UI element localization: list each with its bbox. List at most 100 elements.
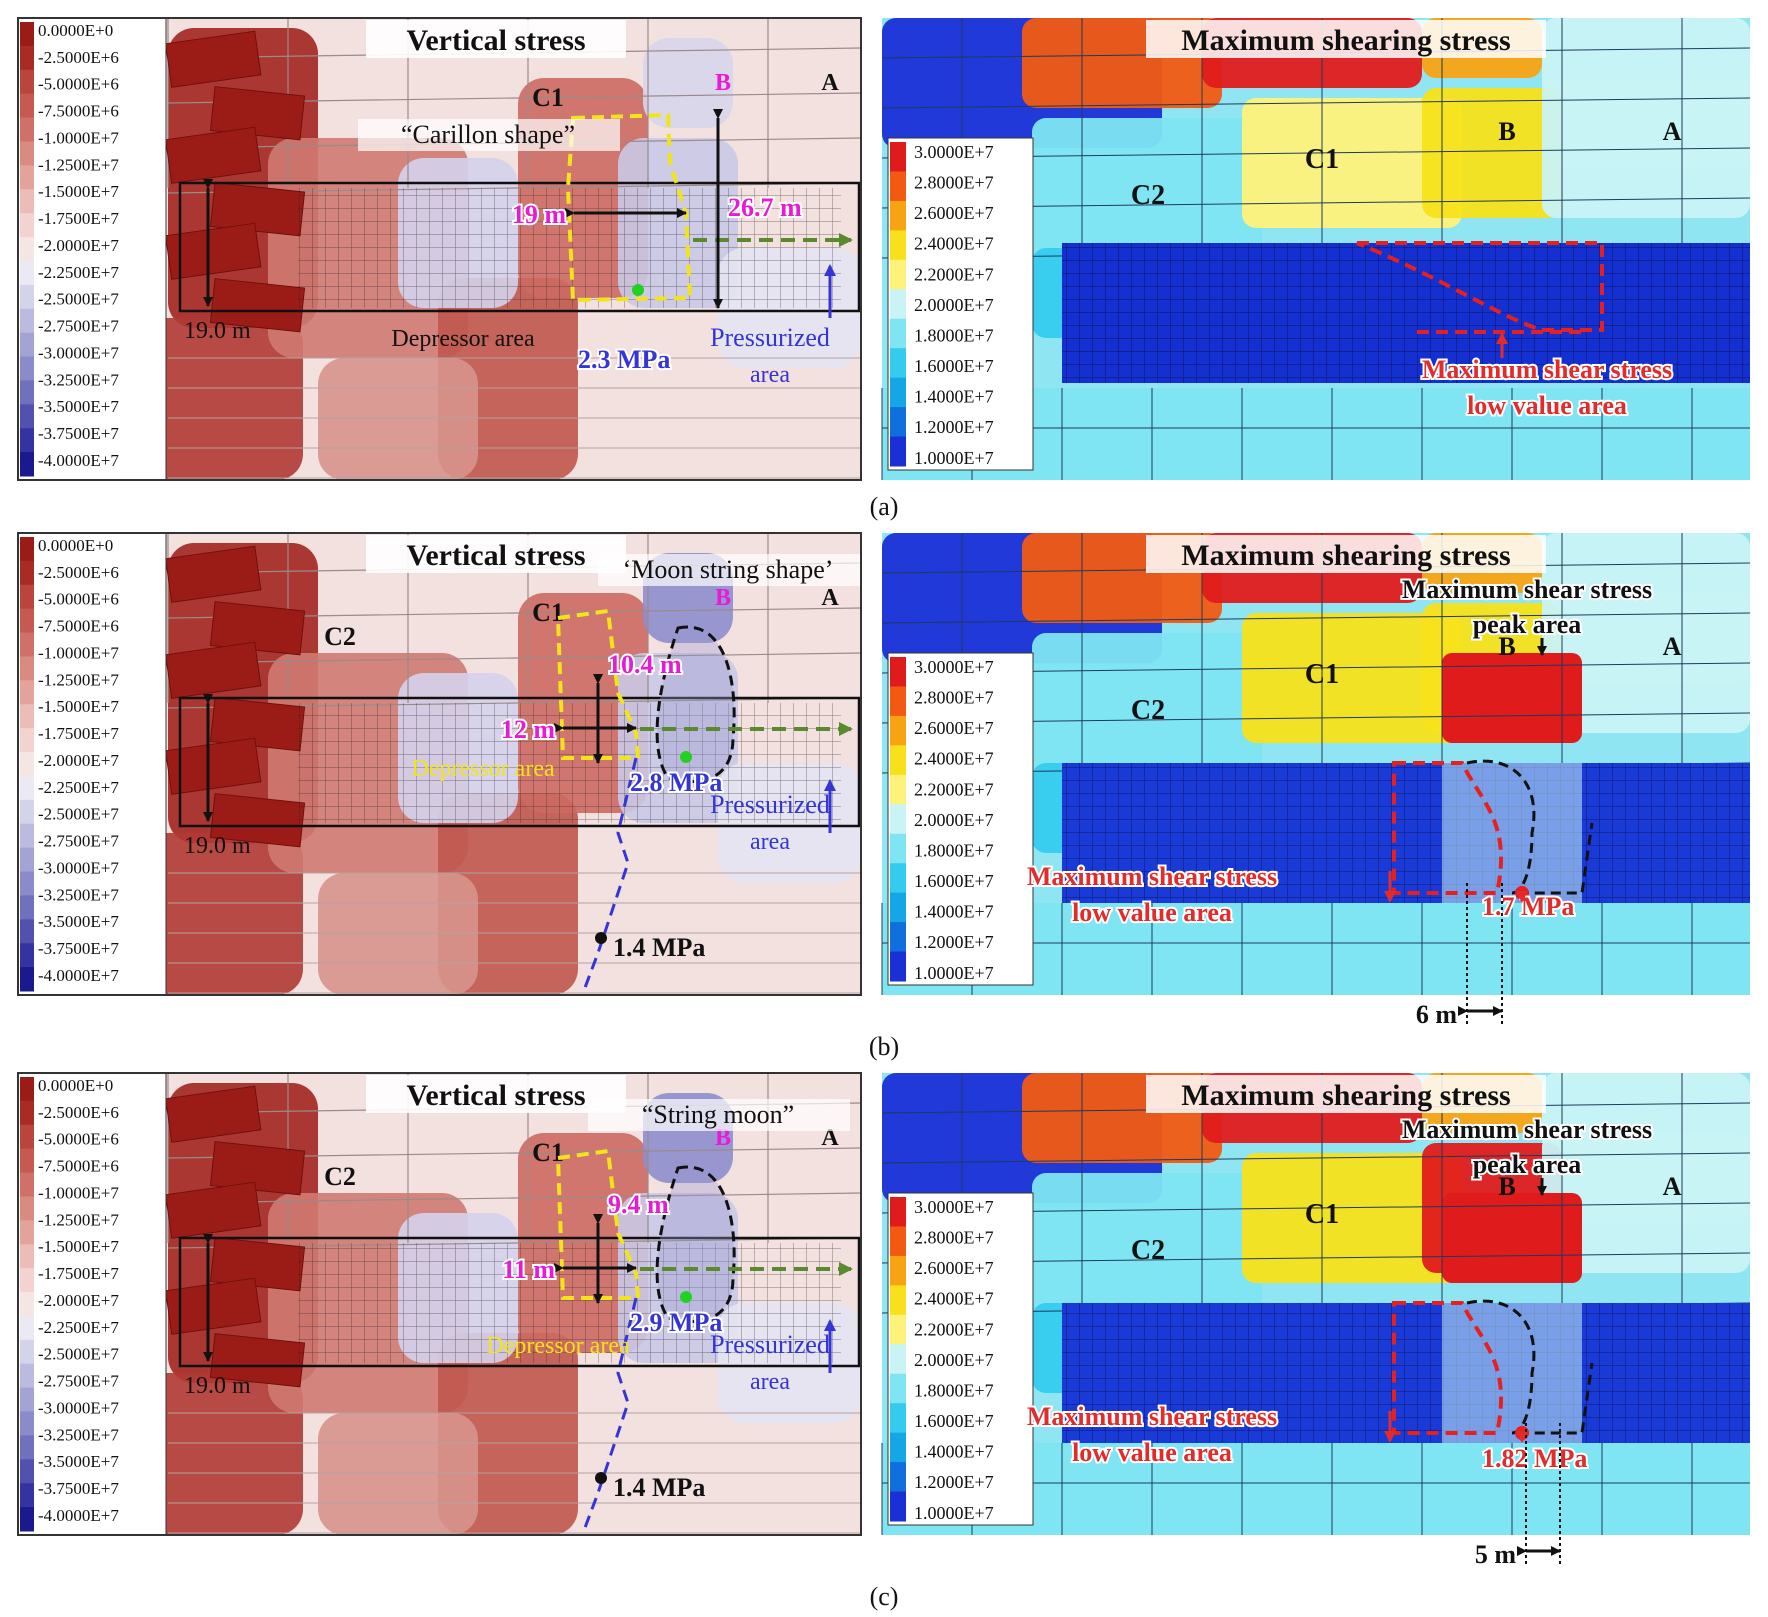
legend-swatch — [20, 895, 34, 920]
legend-swatch — [890, 1403, 906, 1434]
legend-swatch — [890, 289, 906, 320]
legend-swatch — [20, 752, 34, 777]
legend-tick-label: 3.0000E+7 — [914, 142, 994, 162]
legend-tick-label: -1.5000E+7 — [38, 182, 119, 201]
zone-c1-label: C1 — [1305, 659, 1339, 690]
collapsed-block — [165, 1181, 262, 1239]
pressure-trace — [581, 757, 638, 994]
zone-c1-label: C1 — [532, 83, 564, 112]
shape-label: “Carillon shape” — [401, 120, 575, 149]
seam-height-label: 19.0 m — [184, 1373, 251, 1399]
legend-swatch — [20, 1459, 34, 1484]
legend-tick-label: 1.6000E+7 — [914, 871, 994, 891]
pressure-label: 2.9 MPa — [630, 1308, 722, 1337]
shear-stress-panel-2: 3.0000E+7 2.8000E+7 2.6000E+7 2.4000E+7 2.20… — [881, 1073, 1751, 1535]
legend-swatch — [20, 1172, 34, 1197]
legend-swatch — [890, 1344, 906, 1375]
pressurized-label-2: area — [750, 362, 790, 388]
legend-swatch — [890, 1462, 906, 1493]
title-box — [366, 535, 626, 573]
shear-peak-region — [1442, 1193, 1582, 1283]
seam-height-label: 19.0 m — [184, 318, 251, 344]
block-edge — [881, 612, 1751, 624]
pressure-label: 2.3 MPa — [578, 345, 670, 374]
legend-swatch — [20, 1244, 34, 1269]
low-value-label-2: low value area — [1467, 391, 1627, 420]
legend-tick-label: -3.2500E+7 — [38, 370, 119, 389]
legend-swatch — [890, 804, 906, 835]
legend-tick-label: -5.0000E+6 — [38, 1130, 119, 1149]
legend-tick-label: -5.0000E+6 — [38, 590, 119, 609]
legend-swatch — [890, 230, 906, 261]
panel-title-shear: Maximum shearing stress — [1181, 24, 1510, 57]
zone-b-label: B — [1498, 117, 1515, 146]
legend-swatch — [20, 656, 34, 681]
seam-height-label: 19.0 m — [184, 833, 251, 859]
pressure-label: 2.8 MPa — [630, 768, 722, 797]
legend-tick-label: 2.6000E+7 — [914, 203, 994, 223]
low-value-outline — [1392, 761, 1503, 895]
zone-c1-label: C1 — [1305, 1199, 1339, 1230]
legend-tick-label: -5.0000E+6 — [38, 75, 119, 94]
legend-swatch — [20, 45, 34, 71]
distance-label: 5 m — [1475, 1540, 1517, 1569]
legend-tick-label: -3.0000E+7 — [38, 343, 119, 362]
zone-a-label: A — [821, 70, 839, 96]
seam-mesh — [1062, 763, 1750, 903]
title-box — [1146, 20, 1546, 58]
legend-tick-label: -2.7500E+7 — [38, 1372, 119, 1391]
legend-swatch — [890, 745, 906, 776]
stress-region — [318, 358, 478, 480]
shape-label-box — [358, 119, 620, 151]
caption-c: (c) — [869, 1582, 899, 1611]
legend-tick-label: -3.0000E+7 — [38, 858, 119, 877]
shear-region — [1542, 78, 1750, 218]
legend-tick-label: 2.0000E+7 — [914, 810, 994, 830]
legend-swatch — [890, 1491, 906, 1522]
legend-tick-label: -4.0000E+7 — [38, 451, 119, 470]
zone-c2-label: C2 — [324, 1162, 356, 1191]
legend-swatch — [20, 332, 34, 358]
legend-swatch — [20, 1268, 34, 1293]
legend-swatch — [890, 377, 906, 408]
zone-b-label: B — [1498, 632, 1515, 661]
legend-tick-label: -1.5000E+7 — [38, 1237, 119, 1256]
legend-tick-label: -3.5000E+7 — [38, 397, 119, 416]
legend-tick-label: 1.0000E+7 — [914, 963, 994, 983]
legend-tick-label: 2.2000E+7 — [914, 779, 994, 799]
width-label: 11 m — [502, 1255, 555, 1284]
stress-region — [643, 38, 733, 128]
zone-a-label: A — [821, 585, 839, 611]
legend-swatch — [20, 428, 34, 453]
width-label: 12 m — [501, 715, 556, 744]
peak-area-label: Maximum shear stress — [1402, 1115, 1652, 1144]
legend-swatch — [20, 69, 34, 95]
legend-tick-label: -2.5000E+7 — [38, 290, 119, 309]
legend-tick-label: -3.7500E+7 — [38, 424, 119, 443]
moon-outline — [655, 625, 736, 784]
coal-seam-frame — [178, 696, 861, 828]
legend-tick-label: -1.7500E+7 — [38, 209, 119, 228]
panel-title-vertical: Vertical stress — [406, 539, 585, 572]
collapsed-block — [165, 1085, 262, 1143]
pressure-point — [632, 284, 644, 296]
legend-swatch — [890, 318, 906, 349]
legend-tick-label: 1.6000E+7 — [914, 356, 994, 376]
title-box — [1146, 535, 1546, 573]
depressor-outline — [555, 1148, 641, 1300]
legend-swatch — [890, 1226, 906, 1257]
pressure-point — [595, 1472, 607, 1484]
legend-swatch — [20, 356, 34, 381]
legend-swatch — [20, 452, 34, 477]
legend-swatch — [20, 1387, 34, 1413]
legend-swatch — [20, 1100, 34, 1126]
legend-tick-label: -1.0000E+7 — [38, 643, 119, 662]
pressurized-label-2: area — [750, 1369, 790, 1395]
legend-swatch — [20, 1435, 34, 1460]
legend-swatch — [890, 1197, 906, 1227]
vertical-frame — [17, 532, 862, 996]
legend-tick-label: -3.2500E+7 — [38, 1425, 119, 1444]
legend-swatch — [20, 93, 34, 119]
shear-region — [1542, 593, 1750, 733]
legend-tick-label: 2.4000E+7 — [914, 749, 994, 769]
